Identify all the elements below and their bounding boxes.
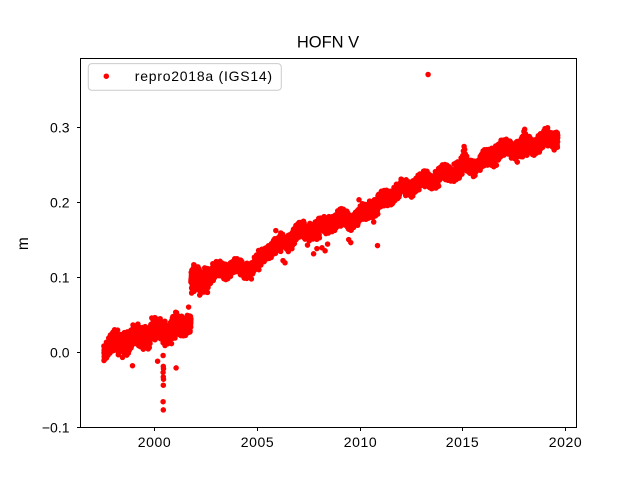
svg-text:2005: 2005	[241, 434, 275, 450]
svg-text:0.2: 0.2	[50, 194, 70, 210]
svg-text:2010: 2010	[344, 434, 378, 450]
svg-text:0.1: 0.1	[50, 269, 70, 285]
svg-text:2020: 2020	[549, 434, 583, 450]
svg-text:2000: 2000	[138, 434, 172, 450]
svg-text:2015: 2015	[446, 434, 480, 450]
svg-text:0.3: 0.3	[50, 119, 70, 135]
svg-text:repro2018a (IGS14): repro2018a (IGS14)	[135, 68, 273, 84]
svg-text:HOFN V: HOFN V	[297, 34, 359, 52]
svg-text:0.0: 0.0	[50, 344, 70, 360]
svg-text:−0.1: −0.1	[42, 419, 70, 435]
svg-text:m: m	[15, 237, 32, 250]
